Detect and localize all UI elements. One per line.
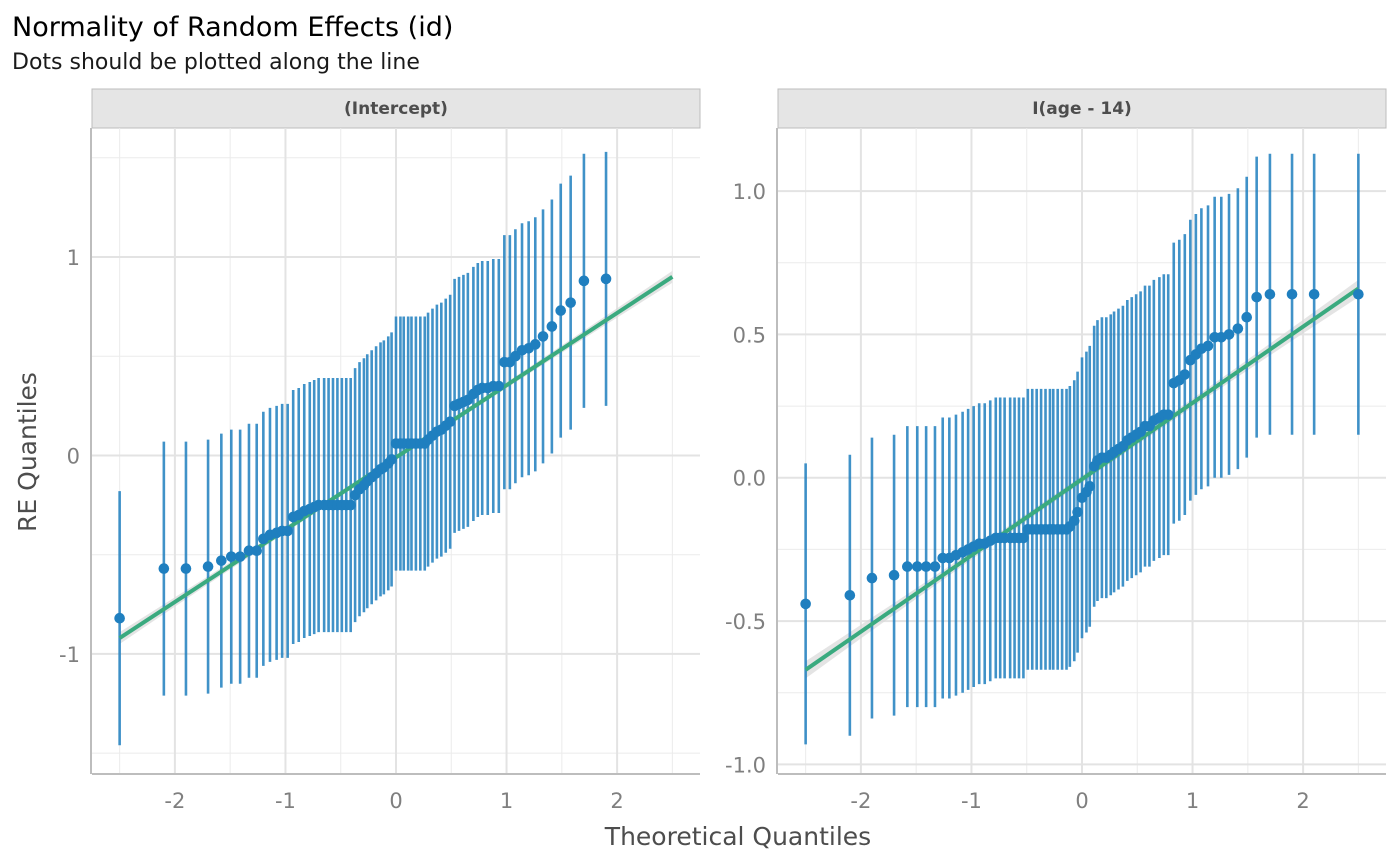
panels: (Intercept) -2 -1 0 1 2 -1 0 1 I(age - 14) -2 -1 0 1 2… bbox=[59, 88, 1387, 813]
strip-2 bbox=[777, 88, 1387, 129]
x-tick-label: -2 bbox=[164, 789, 185, 813]
data-point bbox=[578, 275, 590, 287]
data-point bbox=[888, 569, 900, 581]
x-tick-label: 0 bbox=[1075, 789, 1088, 813]
x-tick-label: -1 bbox=[961, 789, 982, 813]
data-point bbox=[866, 572, 878, 584]
data-point bbox=[1018, 532, 1029, 544]
data-point bbox=[1241, 311, 1253, 323]
data-point bbox=[902, 561, 913, 572]
y-tick-label: -0.5 bbox=[725, 610, 766, 634]
data-point bbox=[844, 589, 856, 601]
data-point bbox=[1251, 291, 1262, 303]
x-tick-label: 2 bbox=[1296, 789, 1309, 813]
data-point bbox=[600, 273, 612, 285]
panel-1: (Intercept) -2 -1 0 1 2 -1 0 1 bbox=[59, 88, 701, 813]
data-point bbox=[537, 331, 549, 342]
x-tick-label: -1 bbox=[275, 789, 296, 813]
y-tick-label: 0.0 bbox=[733, 467, 766, 491]
data-point bbox=[180, 563, 192, 574]
x-tick-label: 0 bbox=[389, 789, 402, 813]
data-point bbox=[546, 321, 558, 332]
data-point bbox=[114, 612, 125, 624]
y-axis-title: RE Quantiles bbox=[13, 372, 42, 532]
data-point bbox=[920, 561, 932, 572]
x-tick-label: 1 bbox=[500, 789, 513, 813]
y-tick-label: 1.0 bbox=[733, 180, 766, 204]
y-tick-label: -1.0 bbox=[725, 753, 766, 777]
data-point bbox=[1232, 323, 1244, 334]
data-point bbox=[444, 416, 456, 428]
data-point bbox=[1202, 340, 1214, 352]
data-point bbox=[1286, 288, 1298, 300]
x-tick-label: -2 bbox=[850, 789, 871, 813]
data-point bbox=[1179, 369, 1191, 380]
data-point bbox=[216, 555, 227, 566]
data-point bbox=[243, 545, 255, 557]
data-point bbox=[251, 545, 263, 557]
strip-label-1: (Intercept) bbox=[344, 99, 448, 119]
x-tick-label: 1 bbox=[1186, 789, 1199, 813]
data-point bbox=[1068, 515, 1080, 527]
data-point bbox=[1084, 481, 1096, 492]
data-point bbox=[800, 598, 811, 610]
chart-subtitle: Dots should be plotted along the line bbox=[12, 50, 420, 75]
data-point bbox=[1264, 288, 1276, 300]
y-tick-label: 0 bbox=[67, 444, 80, 468]
data-point bbox=[493, 380, 505, 392]
y-tick-label: -1 bbox=[59, 643, 80, 667]
points-1 bbox=[114, 273, 612, 624]
x-tick-label: 2 bbox=[610, 789, 623, 813]
data-point bbox=[202, 561, 214, 572]
data-point bbox=[386, 454, 397, 465]
data-point bbox=[345, 499, 356, 511]
data-point bbox=[1223, 329, 1235, 340]
points-2 bbox=[800, 288, 1364, 610]
data-point bbox=[282, 525, 293, 537]
data-point bbox=[1353, 288, 1364, 300]
data-point bbox=[1162, 409, 1174, 420]
reference-line-2 bbox=[804, 286, 1360, 672]
x-axis-title: Theoretical Quantiles bbox=[604, 822, 871, 851]
panel-2: I(age - 14) -2 -1 0 1 2 -1.0 -0.5 0.0 0.5 1.0 bbox=[725, 88, 1387, 813]
data-point bbox=[555, 305, 567, 316]
data-point bbox=[234, 551, 246, 562]
data-point bbox=[529, 339, 541, 350]
data-point bbox=[158, 563, 170, 574]
strip-1 bbox=[91, 88, 701, 129]
y-tick-label: 1 bbox=[67, 246, 80, 270]
data-point bbox=[565, 297, 576, 308]
data-point bbox=[929, 561, 941, 572]
data-point bbox=[225, 551, 237, 562]
data-point bbox=[1308, 288, 1320, 300]
strip-label-2: I(age - 14) bbox=[1032, 99, 1132, 119]
chart-title: Normality of Random Effects (id) bbox=[12, 12, 453, 43]
data-point bbox=[911, 561, 923, 572]
y-tick-label: 0.5 bbox=[733, 323, 766, 347]
data-point bbox=[1072, 506, 1083, 518]
